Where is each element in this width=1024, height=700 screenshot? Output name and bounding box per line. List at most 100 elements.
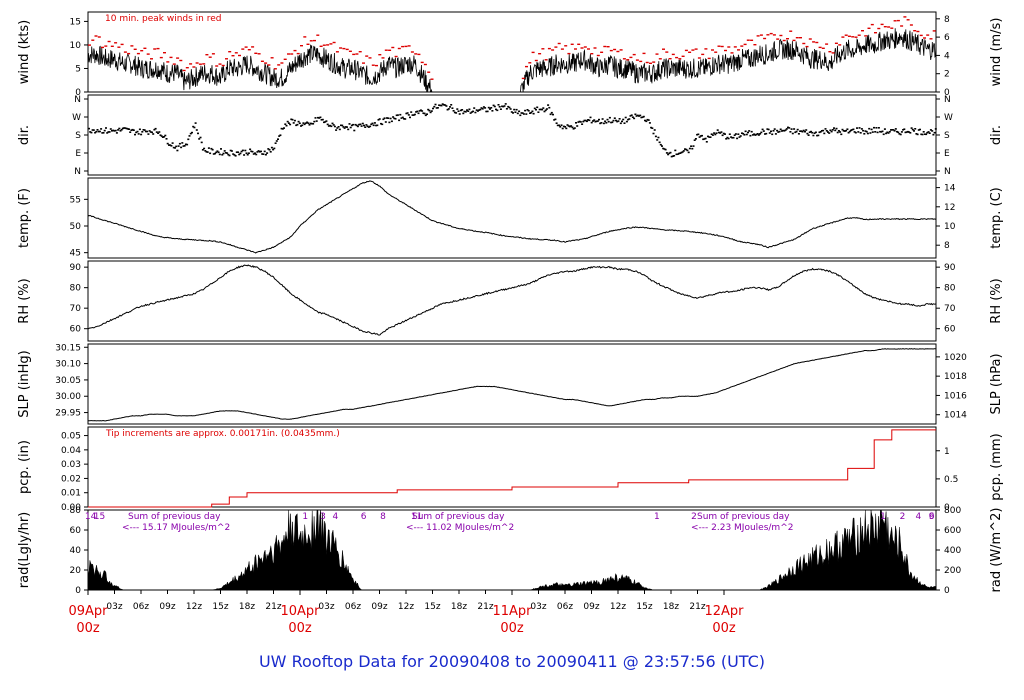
peak-wind-mark [711, 49, 714, 51]
peak-wind-mark [629, 56, 633, 59]
peak-wind-mark [130, 45, 134, 47]
dir-point [212, 153, 215, 155]
dir-point [195, 129, 198, 131]
y-tick-label: 15 [70, 17, 81, 27]
dir-point [392, 116, 395, 118]
peak-wind-mark [277, 64, 281, 66]
dir-point [555, 122, 558, 124]
dir-point [491, 110, 494, 112]
dir-point [923, 133, 926, 135]
dir-point [703, 138, 706, 140]
dir-point [314, 117, 317, 119]
dir-point [227, 153, 230, 156]
dir-point [824, 128, 827, 130]
peak-wind-mark [352, 53, 356, 56]
dir-point [756, 133, 759, 135]
dir-point [510, 111, 513, 113]
radiation-hour-marker: 3 [320, 512, 326, 522]
dir-point [566, 124, 569, 126]
peak-wind-mark [348, 50, 352, 52]
dir-point [713, 132, 716, 134]
dir-point [247, 152, 250, 154]
y-axis-label: pcp. (in) [17, 440, 32, 494]
dir-point [481, 108, 484, 110]
dir-point [876, 131, 879, 134]
y-tick-label: 0.05 [61, 432, 81, 442]
dir-point [100, 128, 103, 130]
peak-wind-mark [831, 52, 835, 54]
dir-point [543, 110, 546, 113]
dir-point [804, 130, 806, 133]
dir-point [732, 136, 735, 139]
peak-wind-mark [538, 53, 542, 55]
y-tick-label-right: 600 [944, 526, 961, 536]
peak-wind-mark [688, 51, 692, 53]
dir-point [721, 134, 724, 137]
dir-point [366, 125, 369, 128]
peak-wind-mark [750, 39, 754, 41]
peak-wind-mark [404, 45, 408, 48]
dir-point [239, 152, 242, 155]
dir-point [667, 153, 670, 156]
dir-point [381, 123, 384, 126]
dir-point [759, 133, 762, 135]
dir-point [830, 130, 833, 133]
dir-point [258, 151, 261, 153]
y-tick-label-right: 0 [944, 586, 950, 596]
dir-point [738, 136, 741, 138]
peak-wind-mark [329, 43, 333, 45]
dir-point [688, 147, 691, 150]
dir-point [143, 129, 146, 131]
peak-wind-mark [626, 59, 630, 61]
dir-point [911, 128, 914, 131]
dir-point [864, 130, 867, 132]
dir-point [892, 129, 895, 131]
dir-point [811, 131, 814, 134]
peak-wind-mark [146, 53, 150, 55]
dir-point [891, 129, 894, 131]
dir-point [862, 129, 865, 132]
dir-point [165, 138, 168, 140]
dir-point [905, 131, 908, 133]
peak-wind-mark [799, 37, 802, 39]
dir-point [445, 105, 448, 107]
dir-point [312, 123, 315, 125]
dir-point [106, 132, 109, 134]
dir-point [466, 109, 468, 111]
dir-point [630, 114, 633, 116]
dir-point [453, 111, 456, 114]
peak-wind-mark [782, 39, 786, 42]
dir-point [647, 119, 650, 121]
dir-point [531, 110, 534, 113]
dir-point [94, 131, 97, 134]
y-tick-label: 0.04 [61, 446, 81, 456]
dir-point [852, 128, 855, 131]
dir-point [101, 132, 104, 134]
peak-wind-mark [779, 34, 783, 37]
dir-point [382, 118, 385, 121]
y-tick-label-right: 1018 [944, 372, 967, 382]
peak-wind-mark [208, 56, 212, 58]
peak-wind-mark [300, 45, 303, 47]
dir-point [512, 112, 514, 114]
dir-point [617, 120, 620, 122]
dir-point [696, 133, 699, 136]
y-tick-label-right: 8 [944, 15, 950, 25]
peak-wind-mark [909, 24, 913, 26]
dir-point [610, 121, 613, 124]
dir-point [407, 114, 410, 116]
dir-point [812, 134, 815, 137]
dir-point [668, 152, 671, 155]
dir-point [650, 126, 653, 129]
peak-wind-mark [423, 63, 427, 66]
dir-point [226, 152, 229, 154]
dir-point [412, 114, 415, 116]
dir-point [521, 112, 524, 114]
y-tick-label: W [72, 113, 81, 123]
dir-point [432, 107, 434, 110]
peak-wind-mark [913, 30, 917, 32]
dir-point [433, 105, 436, 108]
dir-point [644, 119, 646, 122]
x-tick-label: 03z [530, 602, 546, 612]
peak-wind-mark [221, 64, 225, 67]
